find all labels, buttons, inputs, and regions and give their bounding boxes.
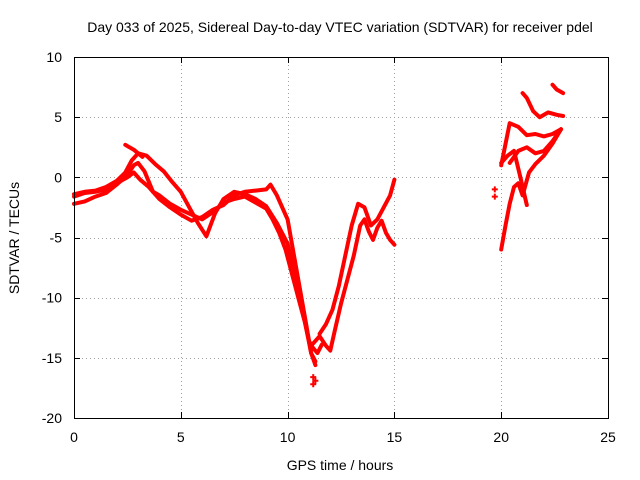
x-axis-label: GPS time / hours: [287, 457, 394, 473]
axis-ticks: [74, 57, 609, 419]
data-point-marker: [310, 381, 317, 388]
series-track-g: [499, 127, 563, 252]
y-tick-label: -10: [42, 290, 62, 306]
data-series: [72, 82, 566, 368]
x-tick-label: 0: [70, 429, 78, 445]
series-track-c: [72, 151, 318, 368]
series-track-l: [550, 82, 566, 96]
data-point-marker: [310, 374, 317, 381]
x-tick-label: 20: [493, 429, 509, 445]
plot-frame: [74, 57, 609, 419]
y-tick-label: 5: [54, 109, 62, 125]
y-tick-label: 10: [46, 49, 62, 65]
series-track-k: [520, 91, 566, 120]
grid: [74, 57, 608, 418]
chart-title: Day 033 of 2025, Sidereal Day-to-day VTE…: [87, 19, 593, 35]
series-track-i: [507, 127, 563, 165]
y-tick-label: -5: [50, 230, 63, 246]
series-track-h: [499, 148, 529, 207]
y-tick-label: -15: [42, 350, 62, 366]
data-point-marker: [491, 193, 498, 200]
y-tick-label: 0: [54, 169, 62, 185]
series-track-d: [123, 142, 145, 159]
series-track-j: [499, 121, 563, 168]
y-tick-label: -20: [42, 410, 62, 426]
axis-tick-labels: 0 5 10 15 20 25 -20 -15 -10 -5 0 5 10: [42, 49, 616, 445]
x-tick-label: 25: [600, 429, 616, 445]
y-axis-label: SDTVAR / TECUs: [6, 182, 22, 294]
series-track-b: [72, 170, 318, 364]
data-points: [310, 186, 498, 388]
x-tick-label: 5: [177, 429, 185, 445]
data-point-marker: [491, 186, 498, 193]
series-track-f: [317, 177, 397, 336]
x-tick-label: 15: [387, 429, 403, 445]
data-point-marker: [312, 377, 319, 384]
series-track-a: [72, 160, 324, 355]
series-track-e: [311, 217, 397, 353]
x-tick-label: 10: [280, 429, 296, 445]
